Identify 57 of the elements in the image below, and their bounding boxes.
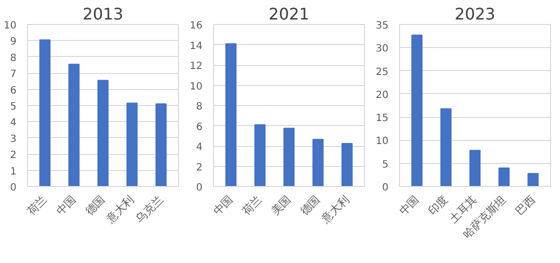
y-tick-label: 10 bbox=[376, 136, 389, 148]
x-tick-label: 荷兰 bbox=[24, 192, 50, 218]
chart-title: 2013 bbox=[82, 4, 124, 24]
bar bbox=[155, 103, 167, 186]
y-tick-label: 10 bbox=[4, 20, 17, 32]
y-tick-label: 1 bbox=[10, 166, 17, 178]
x-tick-label: 巴西 bbox=[512, 192, 538, 218]
x-tick-label: 德国 bbox=[298, 192, 323, 218]
bar bbox=[126, 102, 138, 186]
y-tick-label: 14 bbox=[190, 40, 203, 52]
y-tick-label: 6 bbox=[196, 122, 203, 133]
x-tick-label: 中国 bbox=[210, 192, 236, 218]
y-tick-label: 8 bbox=[10, 52, 17, 64]
y-tick-label: 2 bbox=[196, 162, 203, 174]
y-tick-label: 20 bbox=[376, 90, 389, 101]
bar bbox=[469, 150, 481, 186]
y-tick-label: 0 bbox=[196, 182, 203, 194]
x-tick-label: 荷兰 bbox=[240, 192, 265, 218]
bar bbox=[97, 80, 109, 186]
bar bbox=[254, 124, 266, 186]
y-tick-label: 8 bbox=[196, 102, 203, 112]
y-tick-label: 4 bbox=[196, 142, 203, 153]
y-tick-label: 2 bbox=[10, 150, 17, 162]
bar bbox=[498, 167, 510, 186]
y-tick-label: 0 bbox=[382, 182, 389, 194]
bar bbox=[440, 108, 452, 186]
y-tick-label: 16 bbox=[190, 20, 203, 32]
chart-title: 2023 bbox=[454, 4, 496, 24]
y-tick-label: 0 bbox=[10, 182, 17, 194]
x-tick-label: 中国 bbox=[54, 192, 79, 218]
y-tick-label: 5 bbox=[10, 102, 17, 112]
bar bbox=[39, 39, 51, 186]
y-tick-label: 12 bbox=[190, 61, 203, 72]
bar bbox=[225, 43, 237, 186]
y-tick-label: 6 bbox=[10, 85, 17, 96]
y-tick-label: 10 bbox=[190, 81, 203, 92]
y-tick-label: 4 bbox=[10, 118, 17, 129]
x-tick-label: 美国 bbox=[268, 192, 294, 218]
x-tick-label: 中国 bbox=[396, 192, 422, 218]
y-tick-label: 25 bbox=[376, 66, 389, 78]
bar bbox=[411, 34, 423, 186]
chart-title: 2021 bbox=[268, 4, 310, 24]
y-tick-label: 35 bbox=[376, 20, 389, 32]
x-tick-label: 德国 bbox=[82, 192, 108, 218]
bar bbox=[312, 138, 324, 186]
y-tick-label: 30 bbox=[376, 44, 389, 55]
x-tick-label: 印度 bbox=[426, 192, 451, 218]
y-tick-label: 7 bbox=[10, 69, 17, 80]
bar bbox=[68, 64, 80, 186]
x-tick-label: 乌克兰 bbox=[133, 192, 166, 226]
bar bbox=[283, 128, 295, 186]
y-tick-label: 3 bbox=[10, 134, 17, 145]
y-tick-label: 15 bbox=[376, 113, 389, 124]
bar bbox=[341, 142, 353, 186]
y-tick-label: 5 bbox=[382, 159, 389, 170]
bar bbox=[527, 173, 539, 186]
y-tick-label: 9 bbox=[10, 36, 17, 48]
